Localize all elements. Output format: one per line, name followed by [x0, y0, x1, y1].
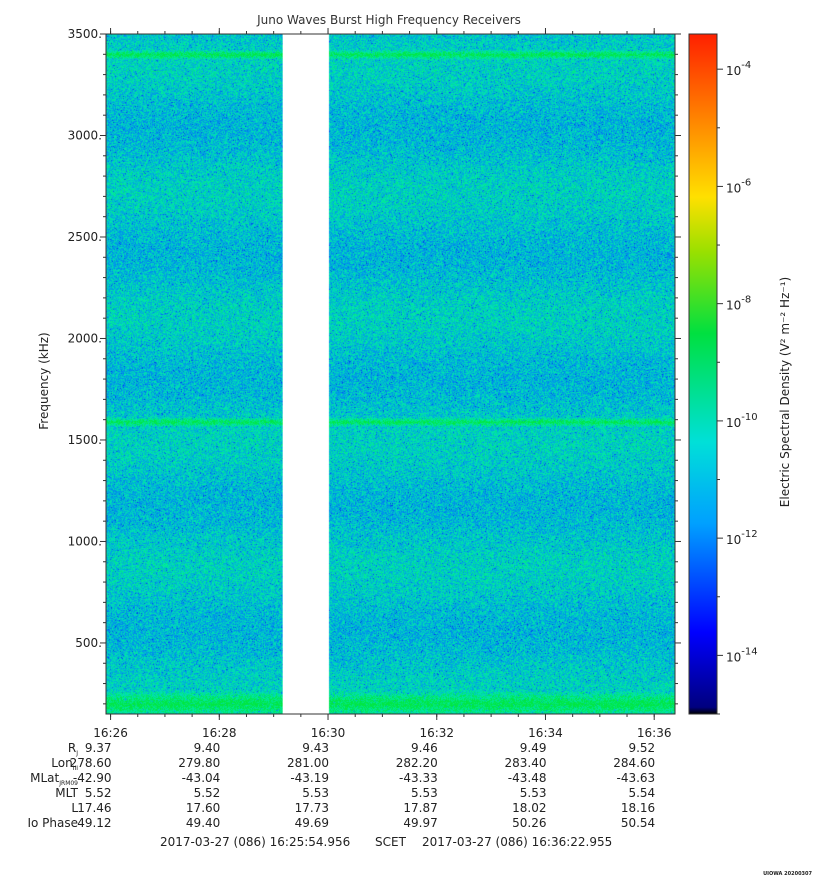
- y-axis: 500. 1000. 1500. 2000. 2500. 3000. 3500.: [68, 27, 681, 705]
- ephemeris-row-label: LonIII: [51, 756, 78, 772]
- footer-start: 2017-03-27 (086) 16:25:54.956: [160, 835, 350, 849]
- ephemeris-value: 49.69: [295, 816, 329, 830]
- x-tick-label: 16:30: [311, 726, 346, 740]
- spectrogram-plot: [105, 33, 676, 715]
- ephemeris-value: 283.40: [504, 756, 546, 770]
- data-gap: [282, 34, 329, 714]
- spectrogram-image: [106, 34, 675, 714]
- ephemeris-value: 284.60: [613, 756, 655, 770]
- y-tick-label: 1500.: [68, 433, 102, 447]
- y-tick-label: 500.: [75, 636, 102, 650]
- ephemeris-value: 9.49: [520, 741, 547, 755]
- colorbar-tick-label: 10-12: [726, 529, 758, 547]
- ephemeris-value: 17.73: [295, 801, 329, 815]
- ephemeris-value: 9.43: [302, 741, 329, 755]
- ephemeris-value: 5.52: [194, 786, 221, 800]
- ephemeris-row-label: RJ: [68, 741, 78, 757]
- y-axis-label: Frequency (kHz): [37, 332, 51, 429]
- colorbar-tick-label: 10-8: [726, 295, 751, 313]
- y-tick-label: 2500.: [68, 230, 102, 244]
- ephemeris-value: 9.37: [85, 741, 112, 755]
- ephemeris-value: 279.80: [178, 756, 220, 770]
- colorbar-tick-label: 10-14: [726, 646, 758, 664]
- x-tick-label: 16:28: [202, 726, 237, 740]
- ephemeris-value: 278.60: [70, 756, 112, 770]
- x-tick-label: 16:36: [637, 726, 672, 740]
- ephemeris-value: 5.52: [85, 786, 112, 800]
- ephemeris-value: -43.48: [508, 771, 547, 785]
- ephemeris-value: 9.40: [194, 741, 221, 755]
- ephemeris-value: 17.87: [403, 801, 437, 815]
- ephemeris-value: 9.52: [628, 741, 655, 755]
- ephemeris-row-label: MLatJRM09: [30, 771, 78, 787]
- colorbar-label: Electric Spectral Density (V² m⁻² Hz⁻¹): [778, 277, 792, 507]
- x-tick-label: 16:32: [419, 726, 454, 740]
- ephemeris-value: 5.54: [628, 786, 655, 800]
- ephemeris-value: -43.63: [617, 771, 656, 785]
- ephemeris-value: 17.60: [186, 801, 220, 815]
- ephemeris-value: 5.53: [302, 786, 329, 800]
- ephemeris-value: -43.19: [290, 771, 329, 785]
- ephemeris-value: 49.12: [77, 816, 111, 830]
- ephemeris-value: 18.16: [621, 801, 655, 815]
- ephemeris-value: -43.33: [399, 771, 438, 785]
- ephemeris-row-label: Io Phase: [27, 816, 78, 830]
- colorbar-tick-label: 10-6: [726, 177, 751, 195]
- ephemeris-value: 50.26: [512, 816, 546, 830]
- ephemeris-value: 50.54: [621, 816, 655, 830]
- chart-title: Juno Waves Burst High Frequency Receiver…: [256, 13, 521, 27]
- ephemeris-value: 5.53: [411, 786, 438, 800]
- colorbar-tick-label: 10-10: [726, 412, 758, 430]
- ephemeris-value: 49.40: [186, 816, 220, 830]
- ephemeris-value: -43.04: [182, 771, 221, 785]
- y-tick-label: 3000.: [68, 128, 102, 142]
- ephemeris-value: 9.46: [411, 741, 438, 755]
- credit-stamp: UIOWA 20200307: [763, 871, 812, 877]
- ephemeris-value: 282.20: [396, 756, 438, 770]
- footer-end: 2017-03-27 (086) 16:36:22.955: [422, 835, 612, 849]
- y-tick-label: 1000.: [68, 534, 102, 548]
- ephemeris-value: 17.46: [77, 801, 111, 815]
- plot-frame: [105, 33, 676, 715]
- y-tick-label: 2000.: [68, 331, 102, 345]
- ephemeris-value: -42.90: [73, 771, 112, 785]
- ephemeris-value: 281.00: [287, 756, 329, 770]
- x-tick-label: 16:34: [528, 726, 563, 740]
- x-tick-label: 16:26: [93, 726, 128, 740]
- y-tick-label: 3500.: [68, 27, 102, 41]
- colorbar: [688, 33, 718, 715]
- ephemeris-value: 49.97: [403, 816, 437, 830]
- x-axis: 16:26 16:28 16:30 16:32 16:34 16:36: [93, 28, 671, 740]
- colorbar-tick-label: 10-4: [726, 60, 751, 78]
- ephemeris-value: 5.53: [520, 786, 547, 800]
- footer-mid: SCET: [375, 835, 407, 849]
- ephemeris-row-label: L: [71, 801, 78, 815]
- ephemeris-value: 18.02: [512, 801, 546, 815]
- colorbar-ticks: 10-14 10-12 10-10 10-8 10-6 10-4: [717, 60, 758, 715]
- ephemeris-row-label: MLT: [55, 786, 78, 800]
